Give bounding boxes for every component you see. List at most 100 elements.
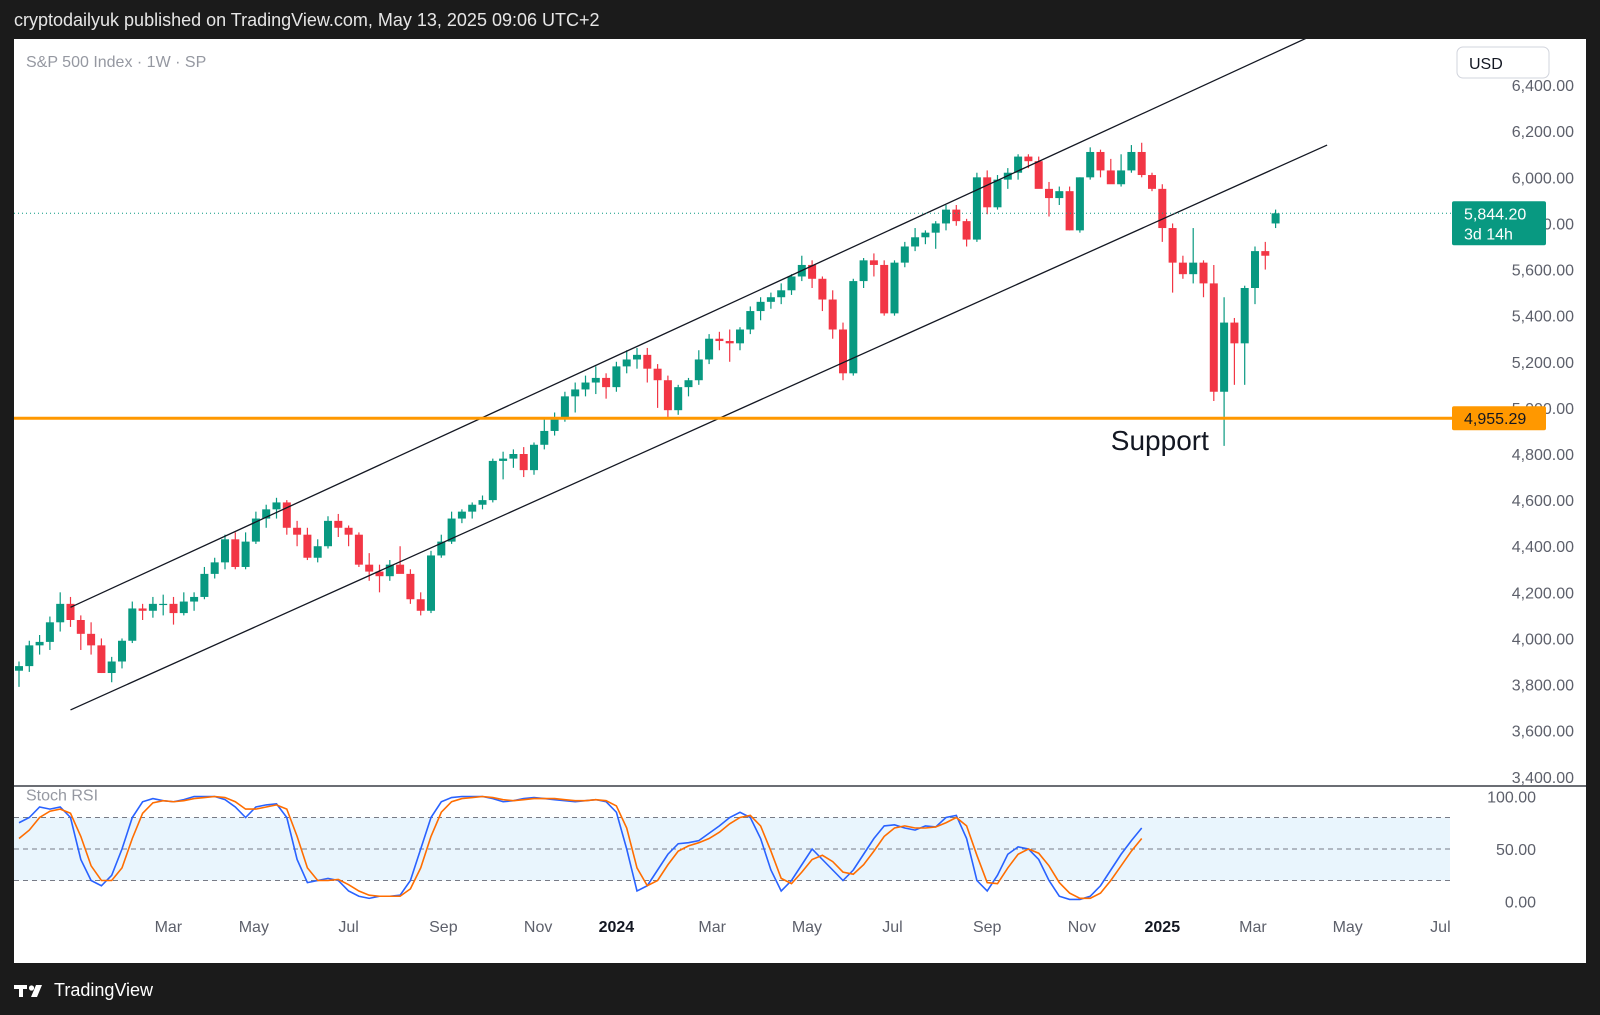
- candle-body[interactable]: [1096, 151, 1105, 171]
- candle-body[interactable]: [550, 417, 559, 431]
- candle-body[interactable]: [128, 608, 137, 641]
- candle-body[interactable]: [190, 596, 199, 602]
- candle-body[interactable]: [179, 601, 188, 614]
- candle-body[interactable]: [581, 382, 590, 390]
- candle-body[interactable]: [1230, 322, 1239, 344]
- candle-body[interactable]: [1075, 177, 1084, 231]
- price-chart[interactable]: Stoch RSI Support 3,400.00 3,600.00 3,800.…: [14, 39, 1586, 963]
- candle-body[interactable]: [684, 380, 693, 388]
- candle-body[interactable]: [869, 260, 878, 265]
- candle-body[interactable]: [1045, 188, 1053, 199]
- candle-body[interactable]: [499, 458, 508, 461]
- candle-body[interactable]: [766, 297, 775, 302]
- candle-body[interactable]: [169, 603, 178, 614]
- candle-body[interactable]: [138, 608, 147, 611]
- candle-body[interactable]: [921, 232, 930, 238]
- candle-body[interactable]: [705, 338, 714, 360]
- candle-body[interactable]: [1271, 213, 1280, 224]
- candle-body[interactable]: [622, 359, 631, 367]
- candle-body[interactable]: [1024, 156, 1033, 162]
- candle-body[interactable]: [1158, 188, 1167, 229]
- candle-body[interactable]: [282, 502, 291, 528]
- candle-body[interactable]: [715, 338, 724, 342]
- candle-body[interactable]: [15, 666, 23, 671]
- candle-body[interactable]: [1240, 288, 1249, 344]
- candle-body[interactable]: [1086, 151, 1095, 178]
- candle-body[interactable]: [509, 454, 518, 459]
- candle-body[interactable]: [334, 520, 343, 528]
- candle-body[interactable]: [530, 444, 538, 471]
- candle-body[interactable]: [890, 262, 899, 314]
- candle-body[interactable]: [653, 368, 662, 381]
- candle-body[interactable]: [1178, 262, 1187, 275]
- candle-body[interactable]: [1137, 151, 1146, 176]
- candle-body[interactable]: [344, 527, 353, 535]
- candle-body[interactable]: [1261, 251, 1270, 256]
- candle-body[interactable]: [931, 223, 940, 233]
- chart-frame[interactable]: Stoch RSI Support 3,400.00 3,600.00 3,800.…: [14, 39, 1586, 963]
- candle-body[interactable]: [427, 555, 435, 611]
- candle-body[interactable]: [540, 430, 549, 445]
- candle-body[interactable]: [1199, 262, 1208, 284]
- candle-body[interactable]: [777, 290, 786, 298]
- candle-body[interactable]: [1189, 262, 1198, 275]
- candle-body[interactable]: [560, 396, 569, 418]
- candle-body[interactable]: [56, 603, 65, 623]
- candle-body[interactable]: [694, 359, 703, 381]
- candle-body[interactable]: [756, 301, 765, 312]
- candle-body[interactable]: [808, 264, 817, 279]
- candle-body[interactable]: [787, 276, 796, 291]
- candle-body[interactable]: [437, 541, 446, 556]
- candle-body[interactable]: [942, 209, 950, 224]
- candle-body[interactable]: [159, 603, 168, 606]
- candle-body[interactable]: [911, 237, 920, 247]
- candle-body[interactable]: [241, 541, 250, 567]
- candle-body[interactable]: [272, 502, 281, 510]
- candles-layer[interactable]: [15, 142, 1280, 687]
- candle-body[interactable]: [66, 603, 75, 620]
- candle-body[interactable]: [1034, 161, 1043, 189]
- candle-body[interactable]: [962, 221, 971, 240]
- candle-body[interactable]: [97, 645, 106, 674]
- candle-body[interactable]: [1065, 191, 1074, 231]
- candle-body[interactable]: [818, 278, 827, 300]
- candle-body[interactable]: [221, 539, 229, 563]
- candle-body[interactable]: [148, 603, 157, 611]
- candle-body[interactable]: [107, 661, 116, 674]
- candle-body[interactable]: [416, 599, 425, 611]
- candle-body[interactable]: [736, 329, 744, 344]
- candle-body[interactable]: [447, 518, 456, 542]
- candle-body[interactable]: [993, 179, 1002, 208]
- candle-body[interactable]: [612, 366, 621, 388]
- candle-body[interactable]: [251, 518, 260, 542]
- candle-body[interactable]: [87, 633, 96, 646]
- candle-body[interactable]: [200, 573, 209, 597]
- candle-body[interactable]: [983, 177, 992, 208]
- candle-body[interactable]: [118, 640, 126, 662]
- candle-body[interactable]: [1220, 322, 1229, 392]
- candle-body[interactable]: [1106, 170, 1115, 185]
- candle-body[interactable]: [231, 539, 240, 567]
- candle-body[interactable]: [1117, 170, 1126, 185]
- candle-body[interactable]: [385, 564, 394, 577]
- candle-body[interactable]: [303, 534, 312, 558]
- candle-body[interactable]: [1014, 156, 1023, 173]
- candle-body[interactable]: [375, 571, 384, 577]
- candle-body[interactable]: [674, 387, 683, 411]
- candle-body[interactable]: [45, 622, 54, 642]
- candle-body[interactable]: [25, 645, 34, 667]
- candle-body[interactable]: [365, 564, 374, 572]
- candle-body[interactable]: [571, 389, 580, 397]
- candle-body[interactable]: [396, 564, 405, 574]
- candle-body[interactable]: [354, 534, 363, 565]
- candle-body[interactable]: [519, 454, 528, 471]
- candle-body[interactable]: [828, 299, 837, 330]
- candle-body[interactable]: [1251, 251, 1259, 288]
- candle-body[interactable]: [972, 177, 981, 240]
- candle-body[interactable]: [643, 354, 652, 369]
- candle-body[interactable]: [1209, 283, 1218, 392]
- candle-body[interactable]: [76, 620, 85, 634]
- candle-body[interactable]: [725, 341, 734, 344]
- candle-body[interactable]: [952, 209, 961, 222]
- candle-body[interactable]: [1127, 151, 1136, 171]
